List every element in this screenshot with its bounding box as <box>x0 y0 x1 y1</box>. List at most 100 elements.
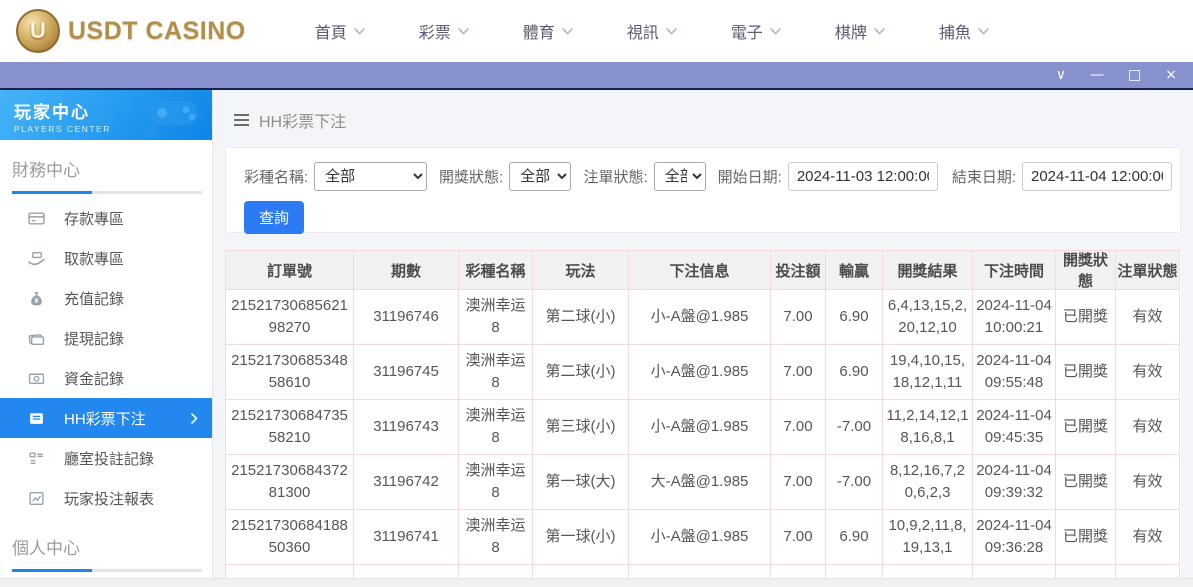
search-button[interactable]: 查詢 <box>244 201 305 234</box>
lottery-name-select[interactable]: 全部 <box>314 162 427 191</box>
horizontal-scrollbar[interactable] <box>0 578 1193 587</box>
table-cell: 2024-11-04 09:39:32 <box>973 455 1056 510</box>
sidebar-section-underline <box>12 569 202 572</box>
table-cell: 31196745 <box>354 345 459 400</box>
lottery-bets-icon <box>28 410 45 427</box>
nav-item-live[interactable]: 視訊 <box>600 19 704 43</box>
table-cell: 澳洲幸运8 <box>459 290 533 345</box>
chevron-down-icon <box>457 27 469 35</box>
close-icon[interactable]: × <box>1165 67 1177 83</box>
start-date-input[interactable] <box>787 162 938 191</box>
sidebar-item-deposit[interactable]: 存款專區 <box>0 198 212 238</box>
table-cell: 第三球(小) <box>533 400 629 455</box>
order-status-select[interactable]: 全部 <box>653 162 706 191</box>
table-cell: -7.00 <box>826 455 883 510</box>
end-date-label: 結束日期: <box>951 169 1016 186</box>
table-cell: 8,12,16,7,20,6,2,3 <box>883 455 973 510</box>
maximize-icon[interactable]: □ <box>1128 67 1142 83</box>
table-cell: 已開獎 <box>1056 345 1116 400</box>
table-cell: 有效 <box>1116 400 1180 455</box>
sidebar-subtitle: PLAYERS CENTER <box>14 124 111 134</box>
table-cell: 2024-11-04 09:36:28 <box>973 510 1056 565</box>
table-cell: 小-A盤@1.985 <box>629 400 771 455</box>
table-cell: 小-A盤@1.985 <box>629 290 771 345</box>
sidebar-item-hh-lottery-bets[interactable]: HH彩票下注 <box>0 398 212 438</box>
chevron-down-icon <box>874 27 885 35</box>
table-cell: 澳洲幸运8 <box>459 455 533 510</box>
chevron-right-icon <box>191 412 198 424</box>
chevron-down-icon <box>665 27 677 35</box>
nav-item-slots[interactable]: 電子 <box>704 19 808 43</box>
logo[interactable]: U USDT CASINO <box>16 9 246 53</box>
end-date-input[interactable] <box>1022 162 1172 191</box>
menu-toggle-icon[interactable] <box>234 114 249 126</box>
recharge-record-icon: ¥ <box>28 290 45 307</box>
sidebar-item-withdraw[interactable]: 取款專區 <box>0 238 212 278</box>
table-cell: 已開獎 <box>1056 510 1116 565</box>
sidebar-item-player-bet-report[interactable]: 玩家投注報表 <box>0 478 212 518</box>
nav-item-sports[interactable]: 體育 <box>496 19 600 43</box>
table-header-cell: 彩種名稱 <box>459 251 533 290</box>
nav-item-home[interactable]: 首頁 <box>288 19 392 43</box>
page-title: HH彩票下注 <box>259 114 347 131</box>
withdrawal-record-icon <box>28 330 45 347</box>
nav-item-lottery[interactable]: 彩票 <box>392 19 496 43</box>
sidebar-item-label: 玩家投注報表 <box>64 490 155 508</box>
table-header-cell: 玩法 <box>533 251 629 290</box>
order-status-label: 注單狀態: <box>583 169 648 186</box>
nav-item-label: 棋牌 <box>834 25 867 42</box>
table-cell: 小-A盤@1.985 <box>629 510 771 565</box>
table-cell: 2152173068437281300 <box>226 455 354 510</box>
table-cell: 6.90 <box>826 510 883 565</box>
funds-record-icon <box>28 370 45 387</box>
table-cell: 31196746 <box>354 290 459 345</box>
table-cell: 2152173068534858610 <box>226 345 354 400</box>
nav-item-label: 體育 <box>522 25 555 42</box>
chevron-down-icon <box>978 27 989 35</box>
sidebar-item-withdrawal-record[interactable]: 提現記錄 <box>0 318 212 358</box>
table-cell: 有效 <box>1116 455 1180 510</box>
table-cell: 澳洲幸运8 <box>459 345 533 400</box>
table-cell: 19,4,10,15,18,12,1,11 <box>883 345 973 400</box>
collapse-icon[interactable]: ∨ <box>1055 67 1067 83</box>
sidebar-item-recharge-record[interactable]: ¥ 充值記錄 <box>0 278 212 318</box>
sidebar-item-label: 存款專區 <box>64 210 125 228</box>
table-cell: 第一球(大) <box>533 455 629 510</box>
table-cell: 7.00 <box>771 290 826 345</box>
sidebar-item-room-bet-record[interactable]: 廳室投註記錄 <box>0 438 212 478</box>
sidebar-title: 玩家中心 <box>14 103 90 122</box>
table-header-cell: 注單狀態 <box>1116 251 1180 290</box>
table-cell: 有效 <box>1116 290 1180 345</box>
breadcrumb: HH彩票下注 <box>225 108 1193 132</box>
sidebar-item-label: 取款專區 <box>64 250 125 268</box>
sidebar-header: 玩家中心 PLAYERS CENTER <box>0 90 212 140</box>
minimize-icon[interactable]: — <box>1090 67 1105 83</box>
table-cell: 2024-11-04 09:45:35 <box>973 400 1056 455</box>
main-content: HH彩票下注 彩種名稱: 全部 開獎狀態: 全部 注單狀態: 全部 開始日期: … <box>213 90 1193 587</box>
sidebar-item-label: HH彩票下注 <box>64 410 146 428</box>
table-cell: 澳洲幸运8 <box>459 400 533 455</box>
sidebar-item-label: 廳室投註記錄 <box>64 450 155 468</box>
table-cell: 澳洲幸运8 <box>459 510 533 565</box>
table-cell: 6,4,13,15,2,20,12,10 <box>883 290 973 345</box>
table-cell: 10,9,2,11,8,19,13,1 <box>883 510 973 565</box>
table-cell: 有效 <box>1116 510 1180 565</box>
draw-status-select[interactable]: 全部 <box>509 162 572 191</box>
table-header-cell: 期數 <box>354 251 459 290</box>
table-cell: 2152173068473558210 <box>226 400 354 455</box>
table-cell: 31196742 <box>354 455 459 510</box>
report-icon <box>28 490 45 507</box>
bets-table: 訂單號 期數 彩種名稱 玩法 下注信息 投注額 輸贏 開獎結果 下注時間 開獎狀態 注單狀態 2152… <box>225 250 1181 587</box>
chevron-down-icon <box>770 27 781 35</box>
nav-item-fishing[interactable]: 捕魚 <box>912 19 1016 43</box>
table-cell: 7.00 <box>771 455 826 510</box>
nav-item-cards[interactable]: 棋牌 <box>808 19 912 43</box>
table-cell: 7.00 <box>771 400 826 455</box>
nav-item-label: 視訊 <box>626 25 659 42</box>
table-cell: 2152173068562198270 <box>226 290 354 345</box>
titlebar-divider <box>0 88 1193 90</box>
sidebar-section-title: 個人中心 <box>12 539 80 558</box>
sidebar-item-funds-record[interactable]: 資金記錄 <box>0 358 212 398</box>
table-header-cell: 開獎結果 <box>883 251 973 290</box>
logo-text: USDT CASINO <box>68 16 246 45</box>
